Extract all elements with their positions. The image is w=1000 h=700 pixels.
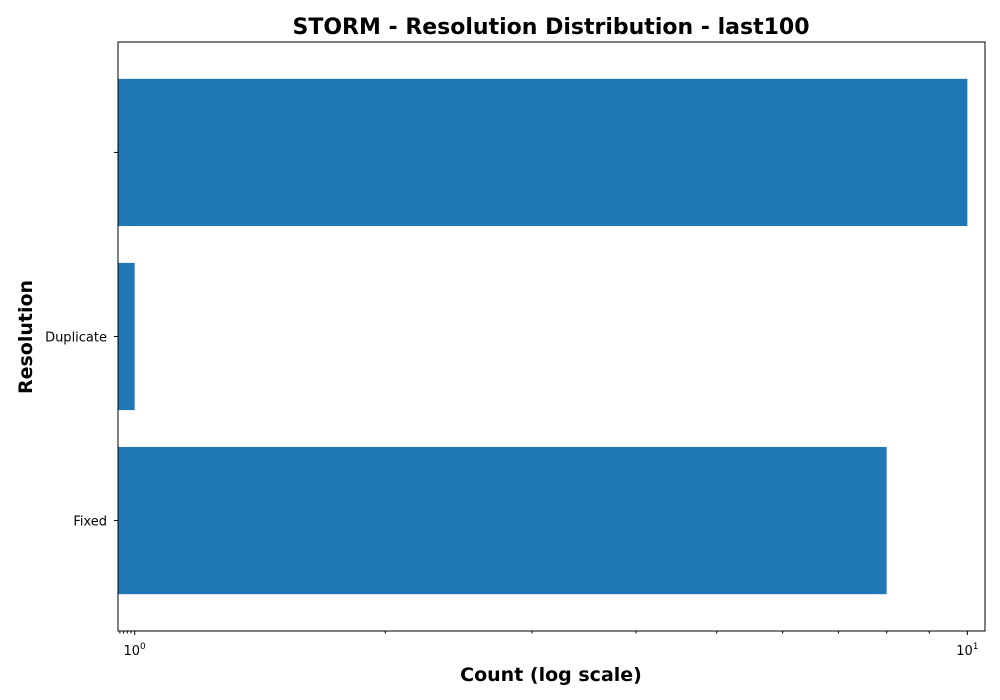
plot-frame bbox=[117, 41, 986, 632]
y-axis-ticks: Fixed Duplicate bbox=[45, 151, 118, 530]
bar-blank bbox=[118, 78, 968, 227]
bar-duplicate bbox=[118, 262, 135, 411]
x-axis-label: Count (log scale) bbox=[460, 664, 642, 686]
bar-fixed bbox=[118, 446, 887, 595]
x-tick-label: 101 bbox=[956, 642, 978, 659]
x-tick-label: 100 bbox=[124, 642, 147, 659]
y-tick-label: Fixed bbox=[73, 515, 107, 530]
x-axis-ticks: 100 101 bbox=[119, 631, 978, 659]
y-tick-label: Duplicate bbox=[45, 331, 107, 346]
bars-group bbox=[118, 78, 968, 595]
y-axis-label: Resolution bbox=[15, 280, 37, 394]
chart-title: STORM - Resolution Distribution - last10… bbox=[292, 15, 809, 40]
